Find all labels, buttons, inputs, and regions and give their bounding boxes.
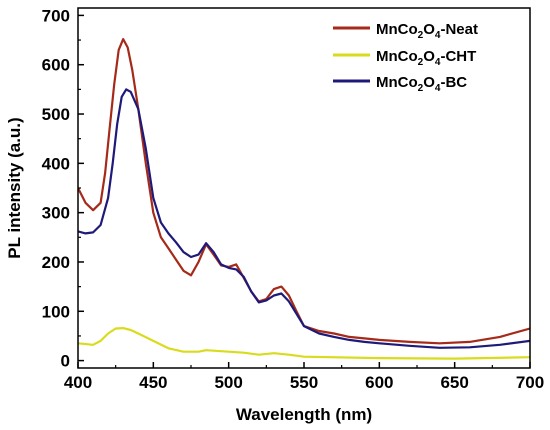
- y-tick-label: 400: [42, 154, 70, 173]
- legend-label-2: MnCo2O4-BC: [376, 74, 467, 94]
- legend-subscript: 2: [418, 83, 424, 94]
- x-tick-label: 450: [139, 373, 167, 392]
- y-tick-labels: 0 100 200 300 400 500 600 700: [42, 6, 70, 370]
- legend-subscript: 4: [435, 57, 441, 68]
- legend-text-part: -Neat: [440, 21, 478, 38]
- x-tick-label: 550: [290, 373, 318, 392]
- axis-ticks: [77, 14, 531, 368]
- y-tick-label: 500: [42, 105, 70, 124]
- y-tick-label: 300: [42, 204, 70, 223]
- legend-subscript: 2: [418, 57, 424, 68]
- legend-text-part: O: [423, 74, 435, 91]
- legend-text-part: -BC: [440, 74, 467, 91]
- legend-text-part: MnCo: [376, 74, 418, 91]
- series-line-2: [78, 88, 530, 349]
- x-tick-label: 700: [516, 373, 544, 392]
- y-tick-label: 700: [42, 6, 70, 25]
- x-tick-label: 600: [365, 373, 393, 392]
- y-tick-label: 600: [42, 56, 70, 75]
- legend-text-part: MnCo: [376, 21, 418, 38]
- x-tick-label: 500: [214, 373, 242, 392]
- legend-text-part: O: [423, 48, 435, 65]
- legend-text-part: -CHT: [440, 48, 476, 65]
- legend-subscript: 4: [435, 83, 441, 94]
- x-tick-label: 400: [64, 373, 92, 392]
- legend-subscript: 4: [435, 30, 441, 41]
- x-tick-label: 650: [440, 373, 468, 392]
- y-tick-label: 0: [61, 352, 70, 371]
- legend-text-part: O: [423, 21, 435, 38]
- legend-label-0: MnCo2O4-Neat: [376, 21, 478, 41]
- y-tick-label: 200: [42, 253, 70, 272]
- x-axis-title: Wavelength (nm): [236, 405, 372, 424]
- series-line-1: [78, 327, 530, 360]
- plot-lines: [78, 38, 530, 360]
- y-tick-label: 100: [42, 302, 70, 321]
- legend-subscript: 2: [418, 30, 424, 41]
- legend-text-part: MnCo: [376, 48, 418, 65]
- y-axis-title: PL intensity (a.u.): [5, 117, 24, 258]
- legend-label-1: MnCo2O4-CHT: [376, 48, 476, 68]
- x-tick-labels: 400 450 500 550 600 650 700: [64, 373, 544, 392]
